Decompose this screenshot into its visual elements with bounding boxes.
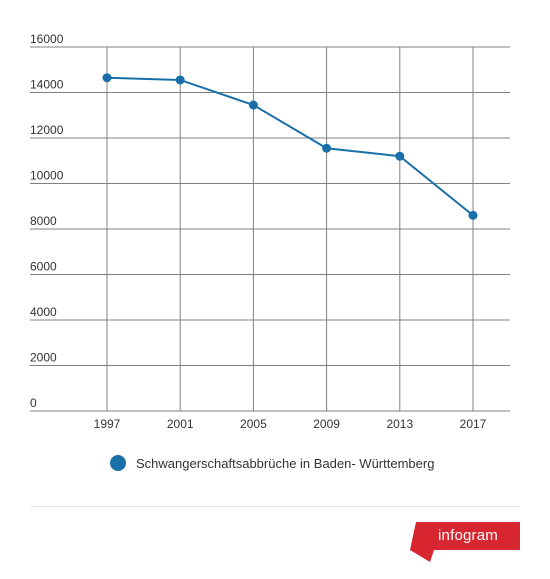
x-tick-label: 2017 bbox=[460, 417, 487, 431]
series-line bbox=[106, 76, 474, 217]
y-tick-label: 8000 bbox=[30, 214, 57, 228]
y-tick-label: 6000 bbox=[30, 260, 57, 274]
y-tick-label: 4000 bbox=[30, 305, 57, 319]
x-tick-label: 2001 bbox=[167, 417, 194, 431]
y-tick-label: 0 bbox=[30, 396, 37, 410]
y-tick-label: 16000 bbox=[30, 32, 64, 46]
data-point bbox=[102, 73, 112, 83]
line-chart: 0 2000 4000 6000 8000 10000 12000 14000 16000 199… bbox=[30, 32, 510, 431]
y-tick-label: 10000 bbox=[30, 169, 64, 183]
data-point bbox=[395, 151, 405, 161]
data-point bbox=[322, 143, 332, 153]
logo-badge-shape bbox=[410, 522, 520, 562]
data-point bbox=[248, 100, 258, 110]
y-tick-label: 14000 bbox=[30, 78, 64, 92]
data-point bbox=[468, 210, 478, 220]
x-tick-label: 1997 bbox=[94, 417, 121, 431]
legend-label: Schwangerschaftsabbrüche in Baden- Württ… bbox=[136, 455, 435, 471]
x-tick-label: 2005 bbox=[240, 417, 267, 431]
legend: Schwangerschaftsabbrüche in Baden- Württ… bbox=[110, 455, 434, 471]
x-tick-label: 2013 bbox=[386, 417, 413, 431]
data-point bbox=[175, 75, 185, 85]
y-tick-label: 2000 bbox=[30, 351, 57, 365]
infogram-logo[interactable]: infogram bbox=[410, 520, 520, 562]
legend-marker bbox=[110, 455, 126, 471]
logo-text: infogram bbox=[438, 527, 498, 544]
y-tick-label: 12000 bbox=[30, 123, 64, 137]
footer-divider bbox=[30, 506, 520, 507]
x-tick-label: 2009 bbox=[313, 417, 340, 431]
